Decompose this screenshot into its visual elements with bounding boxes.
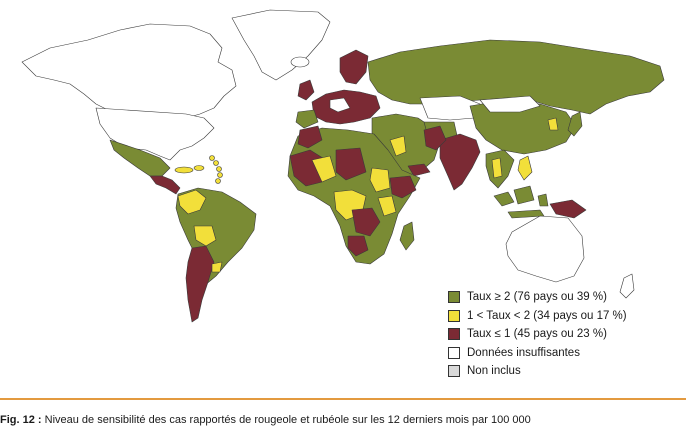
madagascar-region (399, 221, 415, 251)
russia-region (367, 39, 665, 115)
korea-region (547, 117, 559, 131)
yemen-region (407, 163, 431, 177)
uk-region (297, 79, 315, 101)
australia-region (505, 215, 585, 283)
caribbean-islands (174, 155, 223, 184)
southern-africa-region (347, 235, 369, 257)
legend-swatch (448, 291, 460, 304)
figure-label: Fig. 12 : (0, 414, 42, 426)
uruguay-region (211, 261, 223, 273)
east-africa-yellow-region (377, 195, 397, 217)
ethiopia-region (389, 175, 417, 199)
legend-swatch (448, 309, 460, 322)
world-map (21, 9, 665, 323)
new-zealand-region (619, 273, 635, 299)
bolivia-region (193, 225, 217, 247)
central-america-region (149, 175, 181, 195)
mongolia-region (479, 95, 541, 113)
mali-region (311, 155, 337, 183)
legend-item-not-included: Non inclus (448, 362, 680, 381)
india-region (439, 133, 481, 191)
legend-item-insufficient: Données insuffisantes (448, 344, 680, 363)
legend-swatch (448, 346, 460, 359)
niger-chad-region (335, 147, 367, 181)
map-legend: Taux ≥ 2 (76 pays ou 39 %) 1 < Taux < 2 … (448, 288, 680, 381)
legend-swatch (448, 328, 460, 341)
greenland-region (231, 9, 331, 81)
legend-label: Non inclus (467, 365, 521, 378)
argentina-region (185, 245, 215, 323)
figure-caption-text: Niveau de sensibilité des cas rapportés … (44, 414, 531, 426)
indonesia-islands (493, 185, 549, 219)
legend-item-high: Taux ≥ 2 (76 pays ou 39 %) (448, 288, 680, 307)
japan-region (567, 111, 583, 137)
central-africa-maroon-region (351, 207, 381, 237)
south-america-region (175, 187, 257, 287)
north-america-north-region (21, 23, 237, 123)
morocco-region (297, 125, 323, 149)
sudan-region (369, 167, 391, 193)
legend-item-medium: 1 < Taux < 2 (34 pays ou 17 %) (448, 307, 680, 326)
legend-item-low: Taux ≤ 1 (45 pays ou 23 %) (448, 325, 680, 344)
legend-swatch (448, 365, 460, 378)
central-europe-region (329, 97, 351, 113)
legend-label: 1 < Taux < 2 (34 pays ou 17 %) (467, 309, 627, 322)
iceland-region (290, 56, 310, 68)
arabian-region (389, 135, 407, 157)
iberia-region (295, 109, 319, 129)
figure-caption: Fig. 12 : Niveau de sensibilité des cas … (0, 414, 686, 430)
world-map-frame: Taux ≥ 2 (76 pays ou 39 %) 1 < Taux < 2 … (0, 9, 686, 400)
legend-label: Taux ≥ 2 (76 pays ou 39 %) (467, 291, 607, 304)
legend-label: Données insuffisantes (467, 346, 580, 359)
usa-region (95, 107, 215, 161)
papua-region (549, 199, 587, 219)
scandinavia-region (339, 49, 369, 85)
thailand-region (491, 157, 503, 179)
pakistan-region (423, 125, 447, 151)
colombia-venezuela-region (177, 189, 207, 215)
legend-label: Taux ≤ 1 (45 pays ou 23 %) (467, 328, 607, 341)
philippines-region (517, 155, 533, 181)
